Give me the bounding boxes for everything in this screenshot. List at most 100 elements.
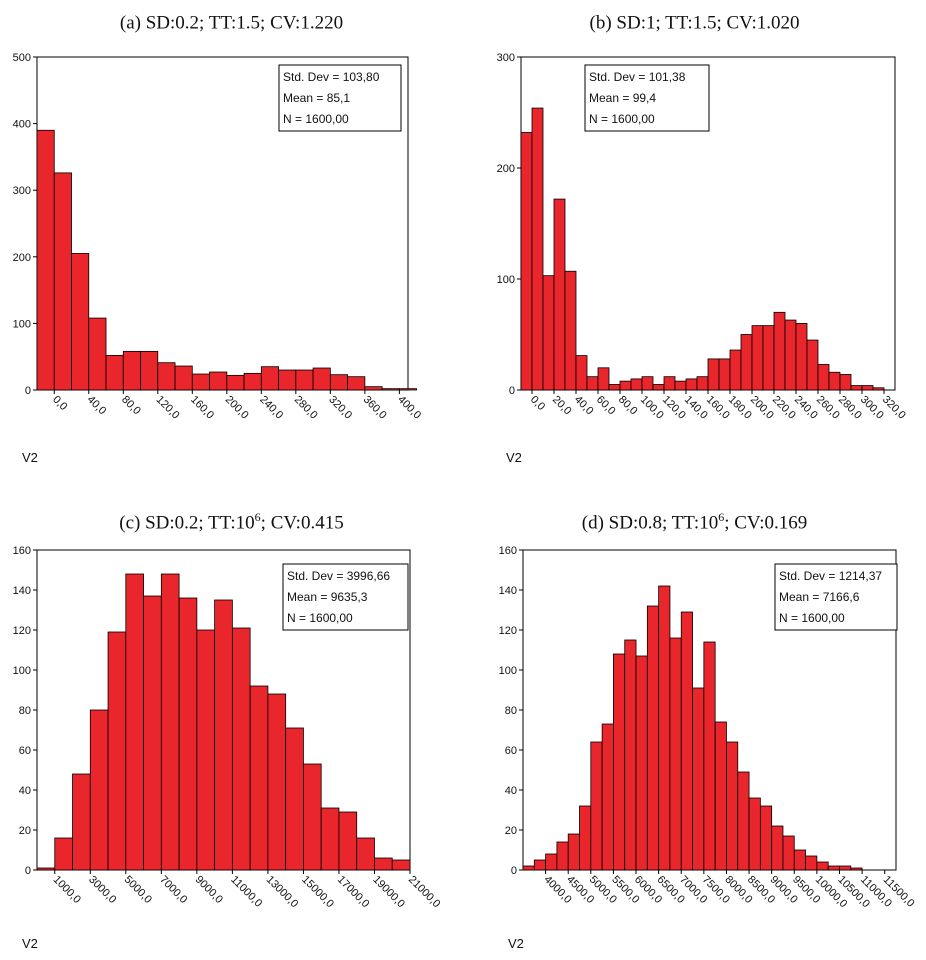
histogram-bar [759, 805, 773, 871]
x-axis-label: V2 [22, 450, 38, 465]
histogram-bar [714, 721, 727, 871]
panel-c: (c) SD:0.2; TT:106; CV:0.415 0 20 40 60 80 10… [0, 480, 463, 960]
histogram-bar [696, 376, 709, 391]
histogram-bar [839, 374, 852, 391]
x-tick-label: 300,0 [858, 394, 886, 422]
histogram-bar [53, 172, 72, 391]
y-tick-label: 40 [505, 785, 517, 797]
stats-text: N = 1600,00 [287, 611, 353, 625]
x-tick-label: 1000,0 [51, 874, 83, 906]
x-axis-label: V2 [22, 936, 38, 951]
y-tick-label: 400 [13, 119, 31, 131]
y-tick-label: 140 [13, 585, 31, 597]
x-tick-label: 240,0 [257, 394, 285, 422]
histogram-bar [545, 853, 558, 871]
x-tick-label: 40,0 [572, 394, 596, 418]
stats-text: Mean = 9635,3 [287, 590, 368, 604]
histogram-bar [839, 865, 852, 871]
histogram-bar [72, 773, 91, 871]
x-tick-label: 40,0 [85, 394, 109, 418]
histogram-bar [209, 371, 228, 391]
histogram-bar [267, 693, 287, 871]
x-axis-label: V2 [506, 450, 522, 465]
x-tick-label: 13000,0 [264, 874, 301, 911]
x-tick-label: 360,0 [361, 394, 389, 422]
stats-text: Mean = 99,4 [589, 91, 656, 105]
x-tick-label: 0,0 [528, 394, 547, 413]
histogram-bar [105, 354, 124, 391]
y-tick-label: 0 [511, 865, 517, 877]
histogram-bar [107, 631, 127, 871]
chart-title: (c) SD:0.2; TT:106; CV:0.415 [119, 510, 344, 534]
x-tick-label: 0,0 [50, 394, 69, 413]
histogram-bar [196, 629, 216, 871]
histogram-bar [531, 107, 544, 391]
histogram-bar [773, 311, 786, 391]
histogram-bar [542, 275, 555, 391]
histogram-bar [635, 655, 648, 871]
x-tick-label: 320,0 [880, 394, 908, 422]
histogram-bar [685, 378, 698, 391]
histogram-bar [157, 362, 176, 391]
histogram-bar [806, 339, 819, 391]
histogram-bar [278, 369, 297, 391]
y-tick-label: 140 [499, 585, 517, 597]
y-tick-label: 0 [25, 385, 31, 397]
histogram-bar [771, 825, 784, 871]
histogram-bar [729, 349, 742, 391]
histogram-bar [782, 835, 795, 871]
histogram-bar [740, 334, 753, 391]
histogram-bar [143, 595, 162, 871]
histogram-bar [703, 641, 716, 871]
y-tick-label: 100 [497, 274, 515, 286]
histogram-bar [391, 859, 411, 871]
histogram-bar [597, 367, 610, 391]
y-tick-label: 0 [25, 865, 31, 877]
histogram-bar [520, 132, 533, 391]
y-tick-label: 120 [13, 625, 31, 637]
histogram-bar [553, 198, 566, 391]
y-tick-label: 160 [13, 545, 31, 557]
y-tick-label: 0 [509, 385, 515, 397]
x-tick-label: 19000,0 [370, 874, 407, 911]
x-tick-label: 120,0 [154, 394, 182, 422]
histogram-bar [36, 129, 55, 391]
histogram-bar [575, 355, 588, 391]
x-tick-label: 180,0 [726, 394, 754, 422]
histogram-bar [556, 841, 569, 871]
panel-d: (d) SD:0.8; TT:106; CV:0.169 0 20 40 60 80 10… [463, 480, 926, 960]
y-tick-label: 60 [505, 745, 517, 757]
histogram-bar [663, 376, 676, 391]
y-tick-label: 160 [499, 545, 517, 557]
histogram-bar [718, 358, 731, 391]
histogram-bar [36, 867, 56, 871]
x-tick-label: 15000,0 [299, 874, 336, 911]
histogram-bar [54, 837, 73, 871]
histogram-bar [71, 253, 90, 391]
x-tick-label: 160,0 [704, 394, 732, 422]
histogram-bar [303, 763, 322, 871]
chart-title: (a) SD:0.2; TT:1.5; CV:1.220 [119, 12, 344, 34]
x-tick-label: 80,0 [616, 394, 640, 418]
histogram-bar [214, 599, 233, 871]
histogram-bar [260, 366, 279, 391]
histogram-bar [122, 350, 141, 391]
histogram-bar [243, 372, 262, 391]
x-tick-label: 320,0 [326, 394, 354, 422]
stats-box [282, 563, 409, 631]
x-tick-label: 60,0 [594, 394, 618, 418]
histogram-bar [850, 385, 863, 391]
histogram-bar [646, 605, 660, 871]
x-tick-label: 400,0 [395, 394, 423, 422]
histogram-bar [793, 849, 806, 871]
histogram-bar [364, 386, 383, 391]
histogram-bar [748, 797, 761, 871]
histogram-bar [174, 365, 193, 391]
histogram-bar [140, 350, 159, 391]
x-tick-label: 200,0 [748, 394, 776, 422]
histogram-c: 0 20 40 60 80 100 120 140 160 1000,0 3000,0 5000,0 7… [13, 545, 443, 951]
x-tick-label: 200,0 [223, 394, 251, 422]
stats-box [278, 64, 402, 132]
y-tick-label: 500 [13, 52, 31, 64]
